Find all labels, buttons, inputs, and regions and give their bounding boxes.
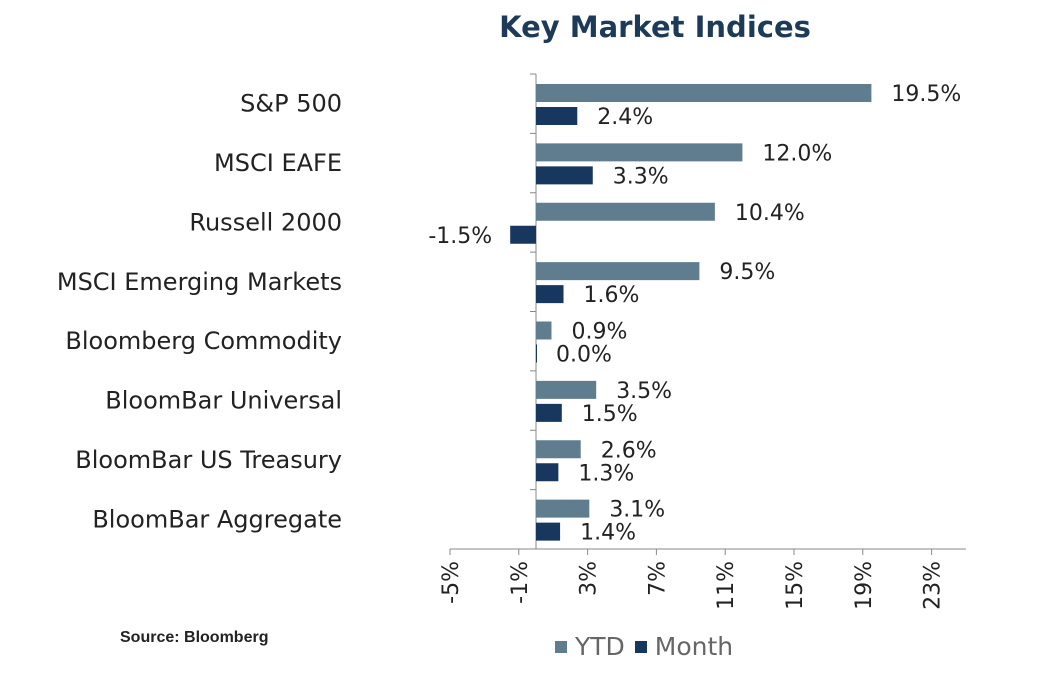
bar-ytd — [536, 202, 715, 221]
legend: YTD Month — [555, 632, 743, 661]
data-label-ytd: 3.1% — [609, 498, 665, 523]
category-label: BloomBar Aggregate — [92, 505, 342, 533]
bar-month — [536, 522, 561, 541]
x-tick-label: 15% — [783, 561, 808, 610]
bar-ytd — [536, 380, 597, 399]
data-label-month: -1.5% — [428, 224, 492, 249]
x-tick-label: 11% — [714, 561, 739, 610]
legend-item-ytd: YTD — [555, 632, 625, 661]
bar-month — [536, 403, 562, 422]
data-label-ytd: 9.5% — [719, 260, 775, 285]
data-label-ytd: 19.5% — [891, 82, 961, 107]
data-label-ytd: 12.0% — [762, 141, 832, 166]
category-label: BloomBar Universal — [105, 387, 342, 415]
x-tick-label: 19% — [852, 561, 877, 610]
bar-ytd — [536, 499, 590, 518]
bar-month — [536, 166, 593, 185]
legend-label-month: Month — [654, 632, 734, 661]
category-label: Russell 2000 — [189, 208, 342, 236]
legend-swatch-ytd — [555, 640, 567, 653]
source-note: Source: Bloomberg — [120, 629, 269, 646]
x-tick-label: 23% — [921, 561, 946, 610]
category-label: S&P 500 — [240, 90, 342, 118]
x-tick-label: -5% — [439, 561, 464, 604]
bar-ytd — [536, 321, 552, 340]
data-label-month: 1.4% — [580, 521, 636, 546]
x-tick-label: 7% — [645, 561, 670, 596]
bar-month — [536, 107, 578, 125]
data-label-month: 0.0% — [556, 343, 612, 368]
data-label-month: 2.4% — [597, 105, 653, 130]
category-label: MSCI Emerging Markets — [57, 268, 342, 296]
x-tick-label: 3% — [577, 561, 602, 596]
legend-swatch-month — [634, 640, 647, 653]
bar-month — [510, 225, 536, 244]
data-label-month: 1.5% — [582, 402, 638, 427]
x-tick-label: -1% — [508, 561, 533, 604]
data-label-ytd: 0.9% — [571, 320, 627, 345]
chart-title: Key Market Indices — [499, 10, 811, 44]
bar-month — [536, 285, 564, 304]
bar-ytd — [536, 84, 872, 102]
data-label-ytd: 2.6% — [601, 438, 657, 463]
bar-ytd — [536, 262, 700, 281]
category-label: Bloomberg Commodity — [65, 327, 342, 355]
bar-ytd — [536, 440, 581, 459]
legend-item-month: Month — [634, 632, 734, 661]
data-label-month: 1.6% — [584, 283, 640, 308]
bar-ytd — [536, 143, 743, 162]
data-label-ytd: 3.5% — [616, 379, 672, 404]
category-label: MSCI EAFE — [214, 149, 342, 177]
category-label: BloomBar US Treasury — [75, 446, 342, 474]
plot-area: -5% -1% 3% 7% 11% 15% 19% 23% S&P 500 19.5% 2.4% MS… — [57, 73, 966, 610]
data-label-ytd: 10.4% — [735, 201, 805, 226]
bar-month — [536, 344, 537, 363]
data-label-month: 3.3% — [613, 164, 669, 189]
data-label-month: 1.3% — [578, 461, 634, 486]
legend-label-ytd: YTD — [575, 632, 625, 661]
bar-month — [536, 463, 559, 482]
